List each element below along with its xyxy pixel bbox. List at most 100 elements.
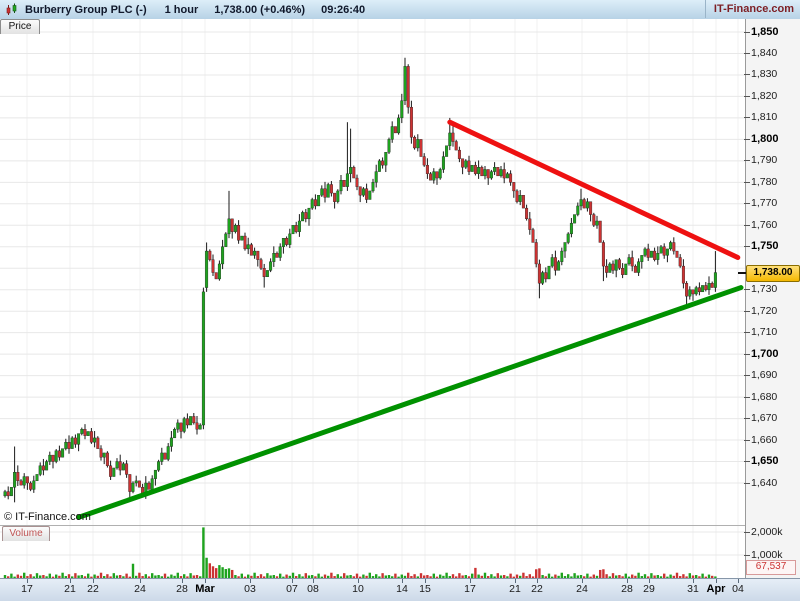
candle-body bbox=[89, 431, 93, 443]
date-tick bbox=[182, 579, 183, 583]
candle-body bbox=[205, 250, 209, 288]
support-trendline[interactable] bbox=[76, 285, 744, 520]
volume-bar bbox=[112, 573, 115, 578]
candle-body bbox=[374, 171, 378, 183]
candle-body bbox=[384, 152, 388, 166]
resistance-trendline[interactable] bbox=[447, 119, 741, 260]
candle-body bbox=[96, 437, 100, 449]
candle-body bbox=[131, 482, 135, 492]
candle-body bbox=[592, 214, 596, 226]
volume-bar bbox=[506, 576, 509, 578]
candle-body bbox=[9, 487, 13, 497]
candle-body bbox=[310, 199, 314, 209]
candle-body bbox=[304, 212, 308, 220]
volume-bar bbox=[83, 576, 87, 578]
volume-bar bbox=[23, 572, 26, 578]
candle-body bbox=[285, 237, 289, 245]
price-chart-area[interactable] bbox=[0, 19, 745, 525]
volume-bar bbox=[695, 575, 698, 578]
brand-link[interactable]: IT-Finance.com bbox=[704, 0, 800, 18]
candle-body bbox=[502, 169, 506, 179]
volume-bar bbox=[627, 576, 631, 578]
candle-body bbox=[662, 246, 666, 256]
candle-body bbox=[6, 491, 10, 497]
date-label: 14 bbox=[396, 583, 408, 595]
volume-bar bbox=[237, 576, 240, 578]
candle-body bbox=[441, 156, 445, 170]
volume-axis-tick bbox=[744, 531, 750, 533]
price-axis-label: 1,820 bbox=[751, 89, 778, 102]
volume-bar bbox=[352, 576, 355, 578]
candle-body bbox=[710, 283, 714, 288]
volume-bar bbox=[669, 574, 672, 578]
candle-body bbox=[361, 188, 365, 196]
candle-body bbox=[99, 448, 103, 458]
candle-body bbox=[128, 474, 132, 492]
volume-bar bbox=[29, 574, 32, 578]
candle-body bbox=[493, 167, 497, 172]
volume-bar bbox=[522, 572, 525, 578]
price-axis[interactable] bbox=[745, 19, 800, 578]
volume-bar bbox=[234, 575, 237, 578]
price-axis-label: 1,640 bbox=[751, 476, 778, 489]
date-label: 28 bbox=[176, 583, 188, 595]
candle-body bbox=[93, 437, 97, 443]
volume-bar bbox=[253, 572, 256, 578]
candle-body bbox=[115, 461, 119, 469]
volume-bar bbox=[243, 576, 247, 578]
candle-body bbox=[685, 283, 689, 297]
volume-bar bbox=[503, 575, 506, 578]
volume-bar bbox=[432, 573, 435, 578]
candle-body bbox=[368, 190, 372, 200]
candle-body bbox=[243, 235, 247, 250]
volume-bar bbox=[701, 573, 704, 578]
volume-bar bbox=[608, 576, 611, 578]
candle-body bbox=[614, 259, 618, 271]
candle-body bbox=[550, 257, 554, 267]
candle-body bbox=[294, 225, 298, 232]
candle-body bbox=[352, 167, 356, 179]
volume-bar bbox=[317, 573, 320, 578]
price-axis-tick bbox=[744, 289, 750, 291]
volume-bar bbox=[77, 575, 80, 578]
volume-bar bbox=[560, 572, 563, 578]
volume-bar bbox=[221, 567, 224, 578]
candle-body bbox=[653, 250, 657, 260]
volume-chart-area[interactable] bbox=[0, 526, 745, 578]
candle-body bbox=[432, 171, 436, 181]
volume-bar bbox=[224, 569, 227, 578]
candle-body bbox=[333, 192, 337, 202]
price-plot[interactable] bbox=[0, 19, 745, 525]
volume-bar bbox=[7, 576, 10, 578]
tab-volume[interactable]: Volume bbox=[2, 526, 50, 541]
date-axis[interactable]: 17 21 22 24 28 Mar 03 07 08 10 14 15 17 21 22 24 28 29 31 A… bbox=[0, 578, 800, 601]
volume-bar bbox=[624, 573, 627, 578]
volume-bar bbox=[419, 573, 423, 578]
volume-bar bbox=[576, 575, 579, 578]
volume-bar bbox=[541, 575, 544, 578]
candle-body bbox=[553, 257, 557, 271]
candle-body bbox=[518, 195, 522, 202]
date-tick bbox=[582, 579, 583, 583]
volume-bar bbox=[570, 576, 573, 578]
candle-body bbox=[397, 117, 401, 134]
candle-body bbox=[605, 265, 609, 273]
candle-body bbox=[509, 173, 513, 183]
candle-body bbox=[429, 173, 433, 181]
volume-bar bbox=[58, 575, 61, 578]
candle-body bbox=[262, 268, 266, 278]
pane-divider[interactable] bbox=[0, 525, 745, 526]
price-axis-tick bbox=[744, 439, 750, 441]
candle-body bbox=[483, 169, 487, 177]
price-axis-label: 1,840 bbox=[751, 46, 778, 59]
volume-plot[interactable] bbox=[0, 526, 745, 578]
volume-bar bbox=[509, 573, 512, 578]
volume-bar bbox=[211, 566, 215, 578]
candle-body bbox=[275, 253, 279, 258]
volume-bar bbox=[285, 574, 288, 578]
candle-body bbox=[237, 225, 241, 241]
tab-price[interactable]: Price bbox=[0, 19, 40, 34]
volume-bar bbox=[653, 575, 656, 578]
volume-bar bbox=[45, 576, 48, 578]
timeframe-label[interactable]: 1 hour bbox=[164, 3, 199, 16]
